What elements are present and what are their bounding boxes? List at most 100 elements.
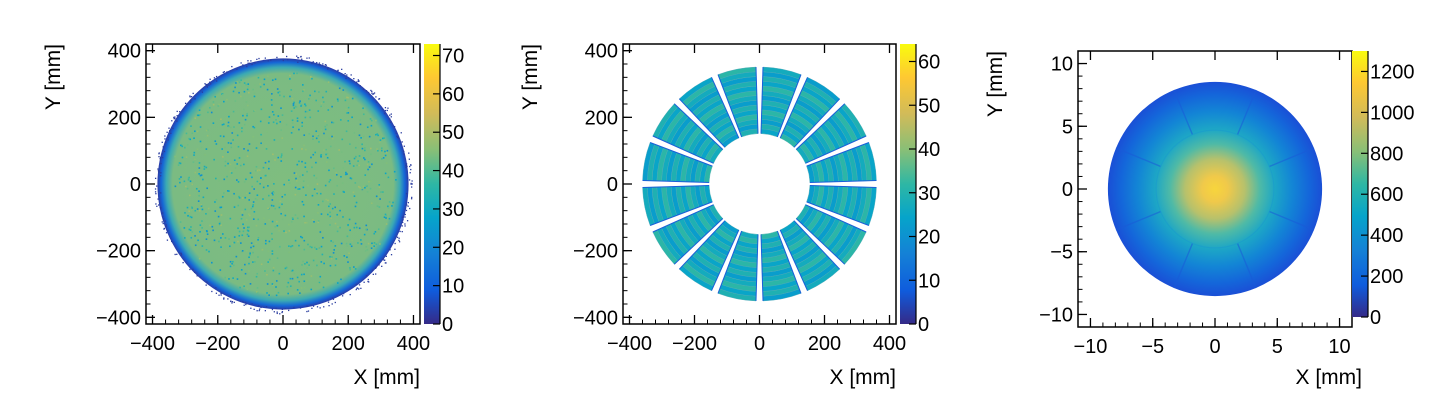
heatmap-cell [242, 64, 244, 66]
heatmap-cell [353, 195, 356, 197]
heatmap-cell [257, 76, 260, 79]
heatmap-cell [311, 307, 313, 309]
heatmap-cell [251, 176, 253, 179]
heatmap-cell [368, 180, 370, 183]
heatmap-cell [384, 213, 387, 216]
heatmap-cell [326, 152, 329, 155]
heatmap-cell [193, 151, 196, 154]
heatmap-cell [243, 108, 245, 111]
heatmap-cell [231, 263, 233, 265]
heatmap-cell [284, 267, 287, 270]
heatmap-cell [206, 230, 208, 233]
heatmap-cell [297, 61, 299, 63]
heatmap-cell [316, 190, 318, 193]
heatmap-cell [375, 195, 378, 198]
heatmap-cell [300, 105, 302, 107]
heatmap-cell [346, 235, 349, 238]
heatmap-cell [254, 84, 256, 86]
heatmap-cell [313, 221, 315, 223]
heatmap-cell [241, 127, 243, 129]
heatmap-cell [272, 266, 275, 269]
heatmap-cell [325, 153, 327, 156]
colorbar-tick-label: 40 [442, 161, 464, 183]
heatmap-cell [296, 55, 298, 57]
heatmap-cell [294, 214, 297, 216]
heatmap-cell [363, 157, 365, 159]
heatmap-cell [366, 90, 368, 93]
heatmap-cell [293, 107, 296, 109]
heatmap-cell [173, 117, 175, 120]
heatmap-cell [255, 147, 258, 149]
segment-edge [678, 220, 726, 270]
heatmap-cell [306, 267, 309, 269]
heatmap-cell [287, 292, 289, 295]
heatmap-cell [300, 287, 303, 289]
heatmap-cell [394, 248, 396, 250]
heatmap-cell [277, 291, 280, 294]
heatmap-cell [155, 203, 157, 205]
heatmap-cell [255, 224, 258, 227]
heatmap-cell [230, 184, 233, 187]
heatmap-cell [238, 81, 241, 84]
heatmap-cell [205, 213, 207, 215]
heatmap-cell [236, 68, 238, 70]
heatmap-cell [362, 88, 364, 91]
heatmap-cell [344, 72, 346, 75]
heatmap-cell [333, 249, 336, 251]
heatmap-cell [268, 194, 270, 197]
heatmap-cell [215, 204, 217, 207]
heatmap-cell [298, 128, 300, 131]
heatmap-cell [364, 158, 366, 161]
y-tick-label: −400 [573, 307, 618, 329]
heatmap-cell [260, 263, 263, 266]
heatmap-cell [258, 169, 261, 172]
heatmap-cell [227, 151, 229, 153]
heatmap-cell [345, 242, 348, 245]
heatmap-cell [332, 121, 335, 124]
heatmap-cell [306, 57, 308, 59]
heatmap-cell [252, 136, 255, 138]
heatmap-cell [248, 226, 250, 229]
heatmap-cell [245, 178, 247, 181]
heatmap-cell [389, 249, 391, 251]
heatmap-cell [339, 209, 341, 212]
heatmap-cell [291, 148, 294, 150]
segment-edge [806, 201, 870, 226]
heatmap-cell [347, 112, 350, 114]
heatmap-cell [208, 250, 210, 253]
heatmap-cell [272, 269, 275, 272]
heatmap-cell [379, 243, 381, 245]
heatmap-cell [355, 288, 357, 291]
heatmap-cell [204, 83, 206, 85]
heatmap-cell [254, 62, 256, 64]
heatmap-cell [288, 223, 290, 226]
heatmap-cell [215, 198, 218, 201]
heatmap-cell [340, 151, 343, 153]
heatmap-cell [306, 310, 308, 313]
heatmap-cell [205, 238, 208, 241]
heatmap-cell [173, 116, 175, 119]
heatmap-cell [167, 137, 169, 139]
heatmap-cell [267, 122, 270, 124]
heatmap-cell [198, 109, 201, 112]
heatmap-cell [206, 233, 209, 235]
heatmap-cell [343, 191, 345, 193]
heatmap-cell [395, 132, 397, 134]
heatmap-cell [410, 168, 412, 171]
heatmap-cell [239, 95, 242, 98]
heatmap-cell [364, 186, 366, 189]
heatmap-cell [368, 135, 371, 138]
heatmap-cell [236, 179, 238, 181]
heatmap-cell [194, 158, 196, 161]
heatmap-cell [302, 186, 305, 189]
colorbar-tick-label: 10 [442, 276, 464, 298]
heatmap-cell [314, 90, 316, 93]
heatmap-cell [357, 242, 359, 244]
heatmap-ring [1155, 129, 1275, 249]
heatmap-spoke [1236, 243, 1257, 289]
heatmap-cell [284, 308, 286, 310]
axes-2: −400 −200 0 200 400 −400 −200 0 200 400 [573, 41, 906, 355]
heatmap-cell [178, 178, 181, 180]
heatmap-cell [171, 240, 173, 243]
heatmap-cell [357, 80, 359, 83]
